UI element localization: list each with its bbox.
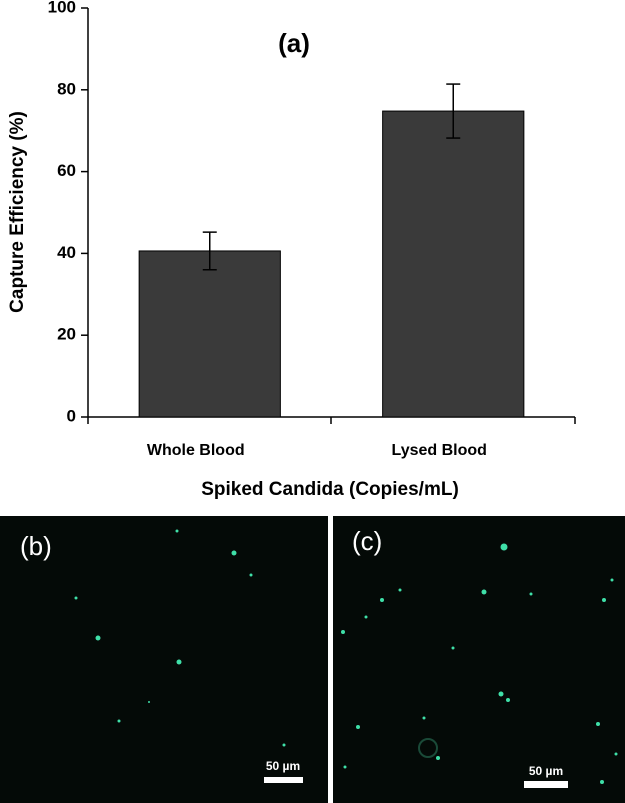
micrograph	[0, 516, 328, 803]
cell	[341, 630, 345, 634]
cell	[249, 573, 253, 577]
micrograph	[333, 516, 625, 803]
cell	[529, 592, 533, 596]
panel-label: (b)	[20, 531, 52, 561]
cell	[600, 780, 604, 784]
cell	[282, 743, 286, 747]
x-tick-label: Lysed Blood	[392, 442, 487, 459]
cell	[117, 719, 121, 723]
panel-label: (c)	[352, 526, 382, 556]
y-tick-label: 20	[57, 325, 76, 344]
cell	[356, 725, 360, 729]
cell	[436, 756, 440, 760]
cell	[231, 550, 237, 556]
y-tick-label: 100	[48, 0, 76, 16]
cell	[610, 578, 614, 582]
bar	[138, 250, 281, 418]
y-axis-label: Capture Efficiency (%)	[7, 111, 28, 313]
panel-b: (b) 50 µm	[0, 516, 328, 803]
cell	[95, 635, 101, 641]
panel-c: (c) 50 µm	[333, 516, 625, 803]
cell	[380, 598, 384, 602]
y-tick-label: 80	[57, 79, 76, 98]
cell	[602, 598, 606, 602]
scale-bar-label: 50 µm	[266, 759, 300, 773]
x-tick-label: Whole Blood	[147, 442, 245, 459]
y-tick-label: 40	[57, 243, 76, 262]
cell	[176, 659, 182, 665]
y-tick-label: 60	[57, 161, 76, 180]
chart-title: (a)	[278, 28, 310, 58]
cell	[614, 752, 618, 756]
cell	[422, 716, 426, 720]
y-tick-label: 0	[67, 406, 76, 425]
cell	[481, 589, 487, 595]
bar	[382, 110, 525, 418]
scale-bar	[524, 781, 568, 788]
scale-bar	[264, 777, 303, 783]
x-axis-label: Spiked Candida (Copies/mL)	[201, 479, 459, 500]
cell	[498, 691, 504, 697]
error-bar	[446, 83, 461, 139]
cell	[451, 646, 455, 650]
scale-bar-label: 50 µm	[529, 764, 563, 778]
cell	[398, 588, 402, 592]
cell	[74, 596, 78, 600]
cell	[506, 698, 510, 702]
cell	[343, 765, 347, 769]
error-bar	[202, 231, 217, 271]
cell	[148, 701, 150, 703]
debris	[418, 738, 438, 758]
cell	[175, 529, 179, 533]
cell	[500, 543, 508, 551]
cell	[364, 615, 368, 619]
cell	[596, 722, 600, 726]
